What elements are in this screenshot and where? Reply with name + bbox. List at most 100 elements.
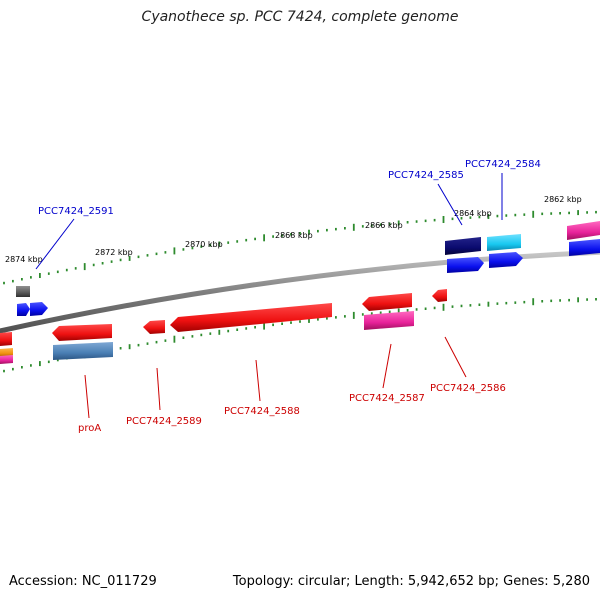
gene-proA-top	[52, 324, 112, 341]
inner-tick	[586, 298, 588, 301]
outer-tick	[361, 225, 364, 228]
inner-tick	[137, 343, 140, 347]
inner-tick	[577, 297, 579, 303]
callout-proA	[84, 374, 90, 419]
scale-label-2872: 2872 kbp	[95, 248, 133, 257]
outer-tick	[487, 214, 490, 219]
inner-tick	[317, 318, 319, 321]
inner-tick	[146, 342, 149, 345]
outer-tick	[47, 272, 50, 275]
scale-label-2864: 2864 kbp	[454, 209, 492, 218]
outer-tick	[424, 219, 427, 223]
inner-tick	[388, 310, 391, 314]
gene-magenta-edge	[567, 221, 600, 240]
gene-pcc2589	[143, 320, 165, 334]
outer-tick	[182, 248, 185, 251]
inner-tick	[56, 358, 59, 362]
outer-tick	[281, 234, 283, 237]
gene-pcc2584	[487, 234, 521, 251]
scale-label-2870: 2870 kbp	[185, 240, 223, 249]
inner-tick	[568, 298, 570, 302]
outer-tick	[460, 217, 463, 220]
scale-label-2868: 2868 kbp	[275, 231, 313, 240]
map-title: Cyanothece sp. PCC 7424, complete genome	[141, 9, 459, 25]
label-proA: proA	[78, 423, 101, 434]
gene-blue-right-2	[489, 252, 523, 268]
outer-tick	[352, 223, 355, 231]
gene-blue-right-1	[447, 257, 484, 273]
outer-tick	[344, 227, 346, 230]
gene-pcc2588	[170, 303, 332, 332]
outer-tick	[586, 211, 588, 214]
inner-tick	[12, 367, 14, 371]
outer-tick	[3, 281, 5, 285]
outer-tick	[155, 252, 158, 256]
inner-tick	[299, 320, 301, 323]
inner-tick	[308, 317, 310, 323]
inner-tick	[505, 301, 508, 305]
outer-tick	[505, 214, 508, 217]
label-pcc2588: PCC7424_2588	[224, 406, 300, 417]
inner-tick	[3, 369, 5, 373]
outer-tick	[335, 227, 337, 231]
outer-tick	[469, 216, 472, 219]
inner-tick	[595, 298, 597, 301]
outer-tick	[577, 210, 579, 216]
outer-tick	[478, 215, 481, 219]
outer-tick	[308, 229, 310, 235]
inner-tick	[514, 301, 517, 304]
inner-tick	[119, 347, 122, 350]
outer-tick	[406, 221, 409, 224]
inner-tick	[442, 303, 445, 311]
scale-label-2866: 2866 kbp	[365, 221, 403, 230]
gene-pcc2586	[432, 289, 447, 302]
inner-tick	[424, 307, 427, 310]
scale-label-2862: 2862 kbp	[544, 195, 582, 204]
outer-tick	[514, 213, 517, 217]
gene-red-mid	[362, 293, 412, 311]
outer-tick	[128, 255, 131, 261]
outer-tick	[415, 220, 418, 223]
inner-tick	[352, 311, 355, 319]
outer-tick	[290, 233, 292, 236]
gene-pcc2585	[445, 237, 481, 255]
outer-tick	[550, 212, 553, 215]
inner-tick	[397, 308, 400, 314]
gene-gray-feature	[16, 286, 30, 297]
callout-pcc2588	[255, 359, 261, 402]
gene-red-left-edge	[0, 332, 12, 346]
inner-tick	[164, 339, 167, 342]
outer-tick	[326, 228, 328, 232]
outer-tick	[209, 244, 212, 247]
outer-tick	[451, 217, 454, 221]
outer-tick	[397, 220, 400, 226]
outer-tick	[191, 246, 194, 250]
outer-tick	[299, 232, 301, 235]
outer-tick	[254, 237, 256, 241]
inner-tick	[460, 304, 463, 308]
outer-tick	[74, 267, 77, 270]
inner-tick	[245, 327, 248, 330]
gene-magenta-left-edge	[0, 355, 13, 364]
outer-tick	[30, 276, 32, 279]
label-pcc2584: PCC7424_2584	[465, 159, 541, 170]
gene-blue-small-1	[17, 303, 30, 316]
outer-tick	[532, 210, 535, 218]
inner-tick	[281, 322, 283, 325]
inner-tick	[290, 321, 292, 324]
inner-tick	[263, 322, 265, 330]
inner-tick	[173, 335, 176, 343]
outer-tick	[433, 218, 436, 222]
inner-tick	[191, 335, 194, 338]
inner-tick	[361, 313, 364, 316]
inner-tick	[47, 360, 50, 364]
inner-tick	[30, 364, 32, 367]
inner-tick	[433, 306, 436, 310]
inner-tick	[182, 336, 185, 339]
gene-orange-left-edge	[0, 348, 13, 357]
inner-tick	[335, 316, 337, 319]
inner-tick	[227, 329, 230, 333]
outer-tick	[496, 214, 499, 218]
topology-summary: Topology: circular; Length: 5,942,652 bp…	[232, 574, 590, 589]
gene-proA	[53, 342, 113, 360]
